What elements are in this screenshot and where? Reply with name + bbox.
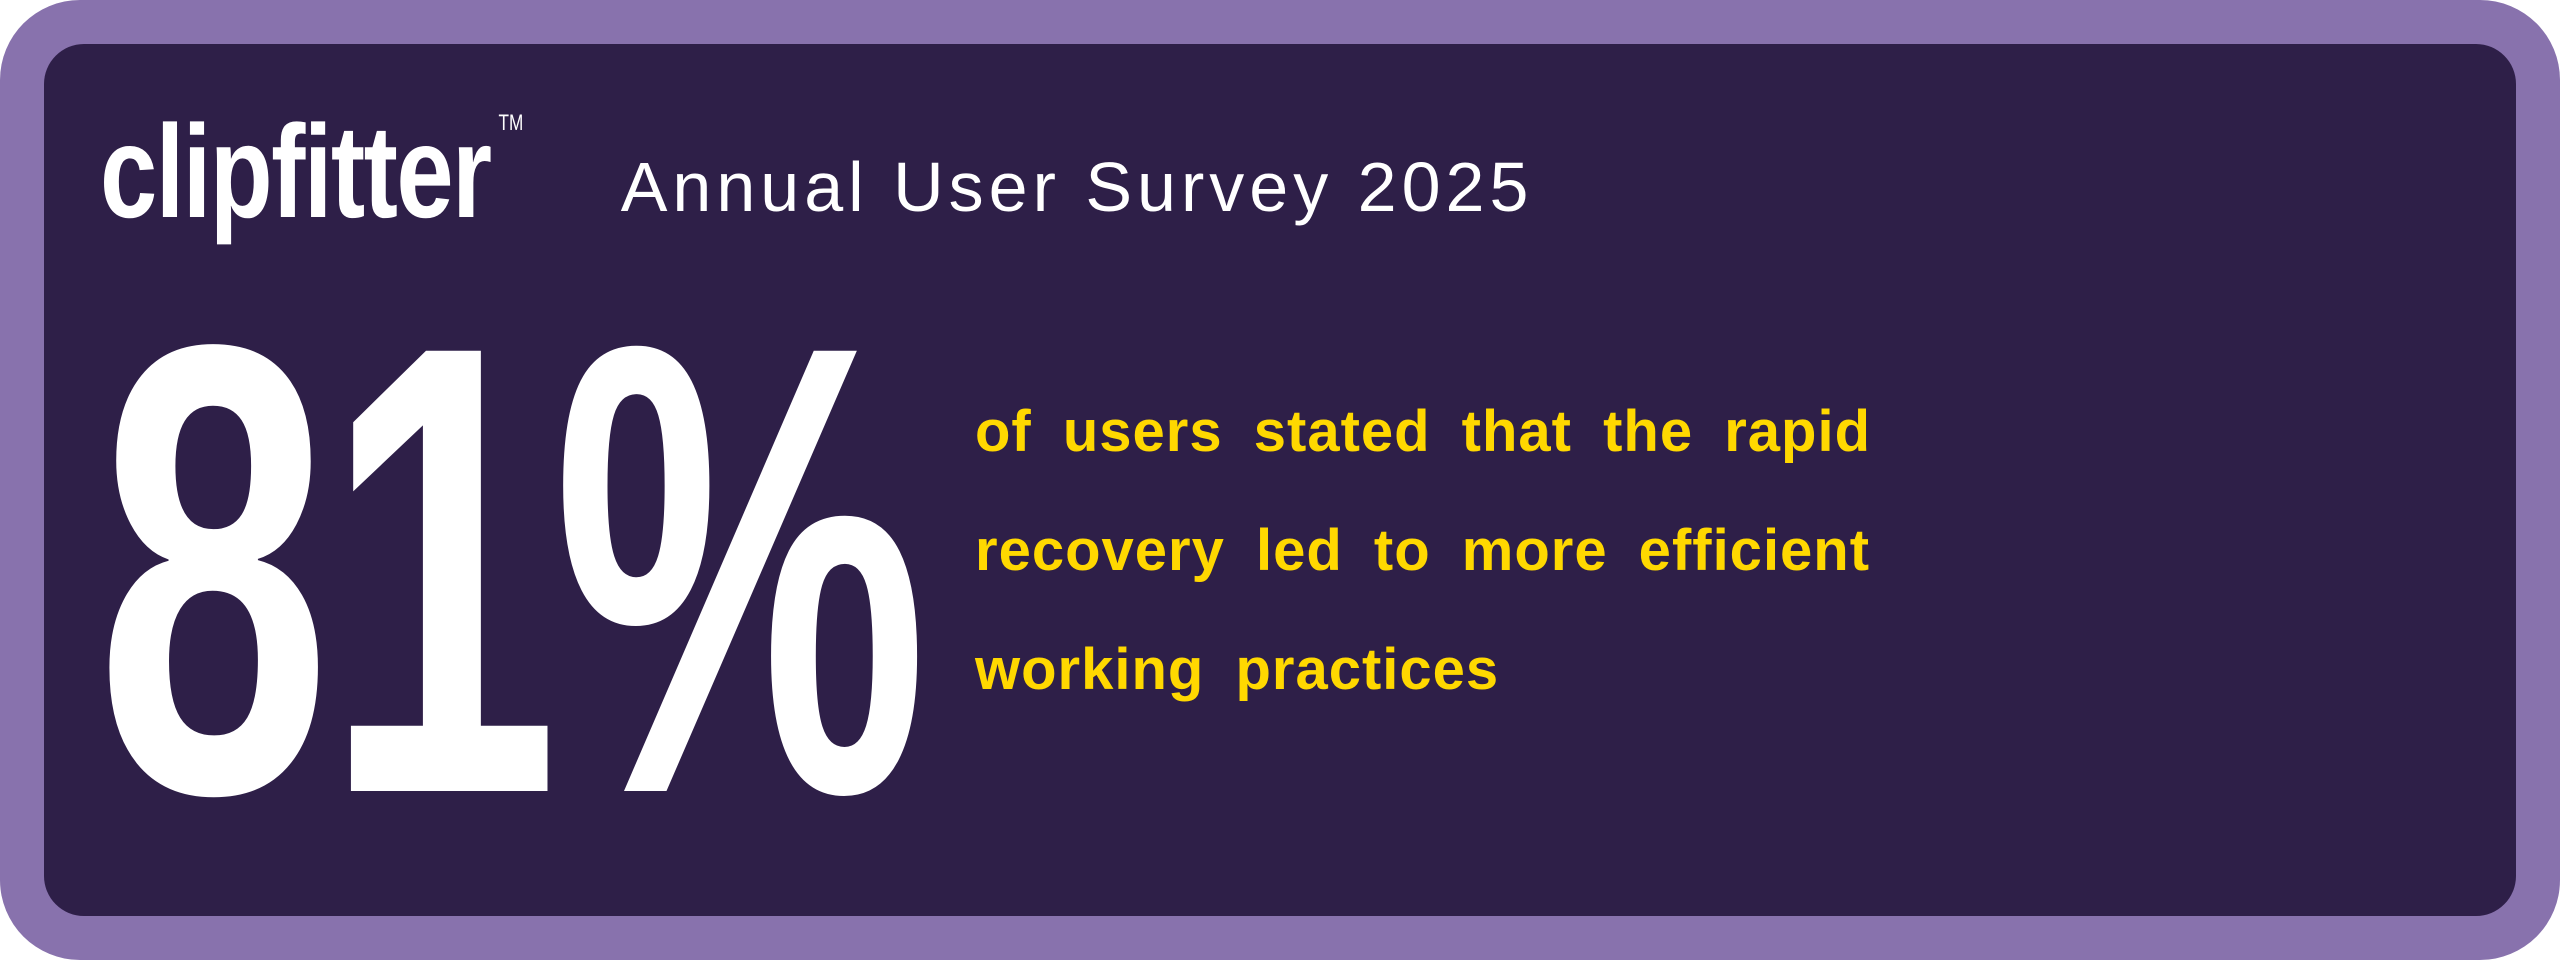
stat-value: 81% [96, 212, 928, 927]
card-panel [44, 44, 2516, 916]
trademark-symbol: TM [498, 110, 524, 135]
stat-statement: of users stated that the rapid recovery … [975, 399, 1872, 702]
header: clipfitter TM Annual User Survey 2025 [100, 98, 1534, 245]
clipfitter-logo: clipfitter TM [100, 98, 524, 245]
survey-title: Annual User Survey 2025 [620, 148, 1534, 226]
